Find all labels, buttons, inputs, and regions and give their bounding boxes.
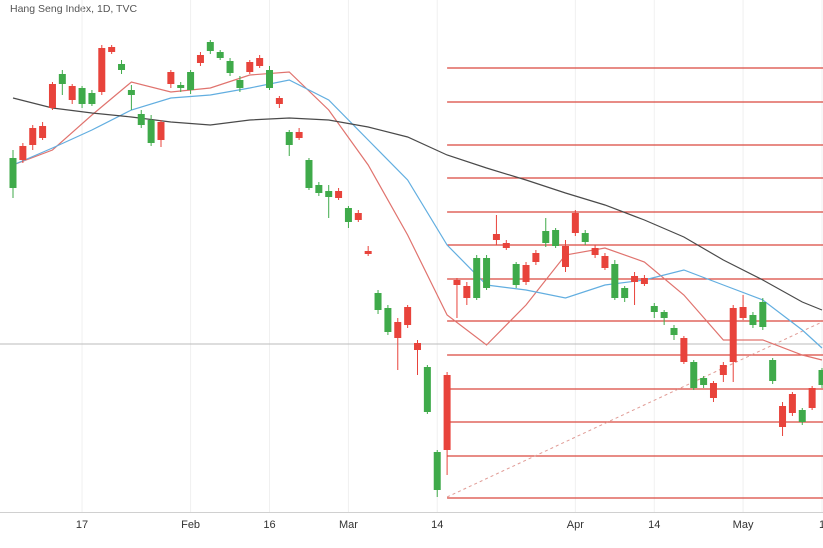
candle-body (394, 322, 402, 338)
moving-average-line (12, 71, 823, 361)
candle-body (157, 122, 165, 140)
candle-body (354, 213, 362, 220)
candle-body (650, 306, 658, 312)
candle-body (591, 248, 599, 255)
x-tick-label: 16 (263, 519, 275, 531)
x-tick-label: Feb (181, 519, 200, 531)
candle-body (19, 146, 27, 160)
candle-body (374, 293, 382, 310)
candle-body (779, 406, 787, 427)
candle-body (473, 258, 481, 298)
candle-body (58, 74, 66, 84)
x-tick-label: 17 (76, 519, 88, 531)
candle-body (39, 126, 47, 138)
candle-body (542, 231, 550, 243)
candle-body (9, 158, 17, 188)
candle-body (532, 253, 540, 262)
candle-body (127, 90, 135, 95)
candle-body (512, 264, 520, 285)
candle-body (621, 288, 629, 298)
x-tick-label: 1 (819, 519, 823, 531)
candle-body (335, 191, 343, 198)
candle-body (384, 308, 392, 332)
candle-body (443, 375, 451, 450)
candle-body (759, 302, 767, 327)
candle-body (739, 307, 747, 318)
plot (9, 40, 823, 499)
candle-body (483, 258, 491, 288)
candle-body (305, 160, 313, 188)
x-tick-label: 14 (648, 519, 660, 531)
candle-body (660, 312, 668, 318)
candle-body (78, 88, 86, 104)
candle-body (581, 233, 589, 242)
candle-body (137, 114, 145, 125)
candle-body (236, 80, 244, 88)
x-tick-label: 14 (431, 519, 443, 531)
candle-body (749, 315, 757, 325)
candle-body (344, 208, 352, 222)
candle-body (414, 343, 421, 350)
candle-body (640, 278, 648, 284)
moving-average-line (12, 79, 823, 349)
candle-body (246, 62, 254, 72)
candle-body (601, 256, 609, 268)
candle-body (463, 286, 471, 298)
candle-body (502, 243, 510, 248)
candle-body (216, 52, 224, 58)
candle-body (522, 265, 530, 282)
candle-body (798, 410, 806, 422)
candle-body (719, 365, 727, 375)
candle-body (631, 276, 639, 282)
candle-body (788, 394, 796, 413)
x-tick-label: May (733, 519, 754, 531)
candle-body (206, 42, 214, 51)
candle-body (48, 84, 56, 108)
candle-body (818, 370, 823, 385)
x-tick-label: Apr (567, 519, 584, 531)
candle-body (256, 58, 264, 66)
candle-body (670, 328, 678, 335)
candle-body (226, 61, 234, 73)
candle-body (285, 132, 293, 145)
candle-body (700, 378, 708, 385)
candle-body (611, 264, 619, 298)
candle-body (275, 98, 283, 104)
candle-body (68, 86, 76, 100)
candle-body (295, 132, 303, 138)
candle-body (552, 230, 560, 246)
candle-body (423, 367, 431, 412)
candle-body (266, 70, 274, 88)
candle-body (492, 234, 500, 240)
candle-body (196, 55, 204, 63)
candle-body (808, 388, 816, 408)
candle-body (729, 308, 737, 362)
candle-body (167, 72, 175, 84)
candle-body (561, 246, 569, 267)
candle-body (690, 362, 698, 388)
candle-body (769, 360, 777, 381)
candle-body (404, 307, 412, 325)
candle-body (98, 48, 106, 92)
candle-body (108, 47, 116, 52)
chart-title: Hang Seng Index, 1D, TVC (10, 3, 137, 15)
candle-body (187, 72, 195, 90)
candle-body (433, 452, 441, 490)
candle-body (571, 213, 579, 233)
candle-body (147, 120, 155, 143)
candle-body (88, 93, 96, 104)
candle-body (680, 338, 688, 362)
candle-body (709, 383, 717, 398)
trend-line (446, 321, 823, 498)
candle-body (364, 251, 372, 254)
x-tick-label: Mar (339, 519, 358, 531)
candle-body (325, 191, 333, 197)
candle-body (118, 64, 126, 70)
candle-body (453, 280, 461, 285)
candle-body (177, 85, 185, 88)
candle-body (315, 185, 323, 193)
candle-body (29, 128, 37, 145)
